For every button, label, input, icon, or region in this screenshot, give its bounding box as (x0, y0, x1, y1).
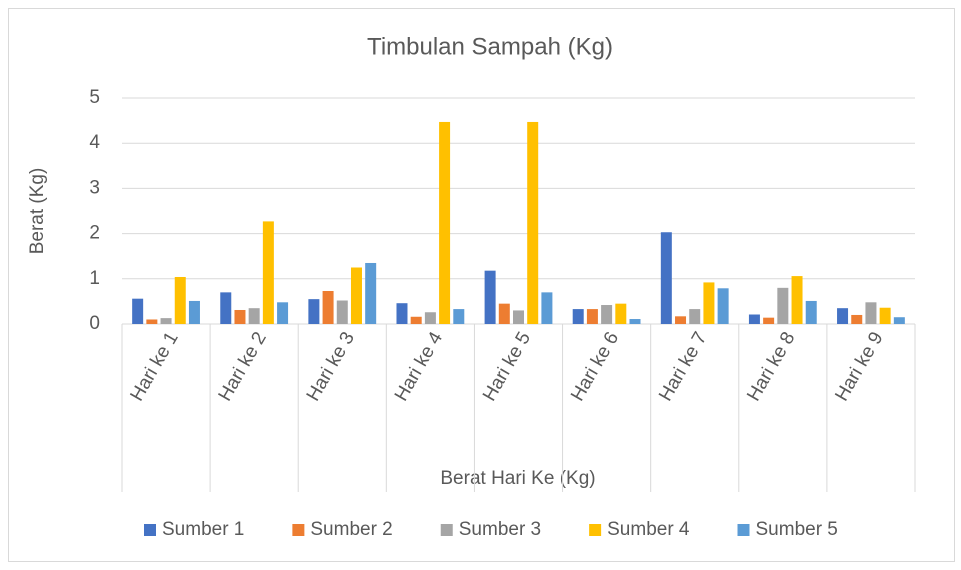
bar (410, 316, 422, 324)
bar (791, 276, 803, 324)
bar (396, 303, 408, 324)
bar (174, 276, 186, 324)
y-tick-label: 5 (89, 87, 100, 108)
bar (220, 292, 232, 324)
bar (675, 316, 687, 324)
bar (601, 305, 613, 324)
bar (160, 318, 172, 324)
legend-label: Sumber 5 (756, 519, 838, 540)
bar (893, 317, 905, 324)
y-tick-label: 3 (89, 177, 100, 198)
bar (660, 232, 672, 324)
bar (365, 262, 377, 324)
bar (572, 309, 584, 324)
y-tick-label: 2 (89, 223, 100, 244)
bar (308, 299, 320, 324)
bar (234, 309, 246, 324)
chart-title: Timbulan Sampah (Kg) (367, 33, 613, 60)
legend-label: Sumber 2 (310, 519, 392, 540)
bar (805, 300, 817, 324)
bar (513, 310, 524, 324)
bar (865, 302, 877, 324)
bar (424, 312, 436, 324)
bar (777, 287, 789, 324)
legend-label: Sumber 3 (459, 519, 541, 540)
bar (336, 300, 348, 324)
bar (586, 309, 598, 324)
x-axis-title: Berat Hari Ke (Kg) (440, 468, 595, 489)
y-tick-label: 0 (89, 313, 100, 334)
legend-swatch (440, 524, 453, 536)
bar (277, 302, 289, 324)
legend-label: Sumber 1 (162, 519, 244, 540)
bar (498, 303, 510, 324)
bar (188, 300, 200, 324)
bar (541, 292, 553, 324)
bar (322, 291, 334, 324)
legend-swatch (589, 524, 602, 536)
bar (527, 121, 539, 325)
bar (763, 317, 775, 324)
bar (689, 309, 701, 324)
y-tick-label: 4 (89, 132, 100, 153)
bar (132, 298, 144, 324)
bar (879, 307, 891, 324)
bar (484, 270, 496, 324)
bar (629, 319, 641, 324)
legend-label: Sumber 4 (607, 519, 690, 540)
bar (837, 308, 849, 324)
y-axis-title: Berat (Kg) (27, 168, 48, 255)
bar (439, 121, 451, 325)
bar (748, 314, 760, 324)
bar (262, 221, 274, 324)
bar (350, 267, 362, 324)
bar (703, 282, 715, 324)
y-tick-label: 1 (89, 268, 100, 289)
bar (248, 308, 260, 324)
bar (453, 309, 465, 324)
legend-swatch (144, 524, 156, 536)
bar (615, 303, 627, 324)
bar (851, 314, 863, 324)
legend-swatch (292, 524, 305, 536)
bar (146, 319, 158, 324)
legend-swatch (737, 524, 750, 536)
bar (717, 288, 729, 324)
